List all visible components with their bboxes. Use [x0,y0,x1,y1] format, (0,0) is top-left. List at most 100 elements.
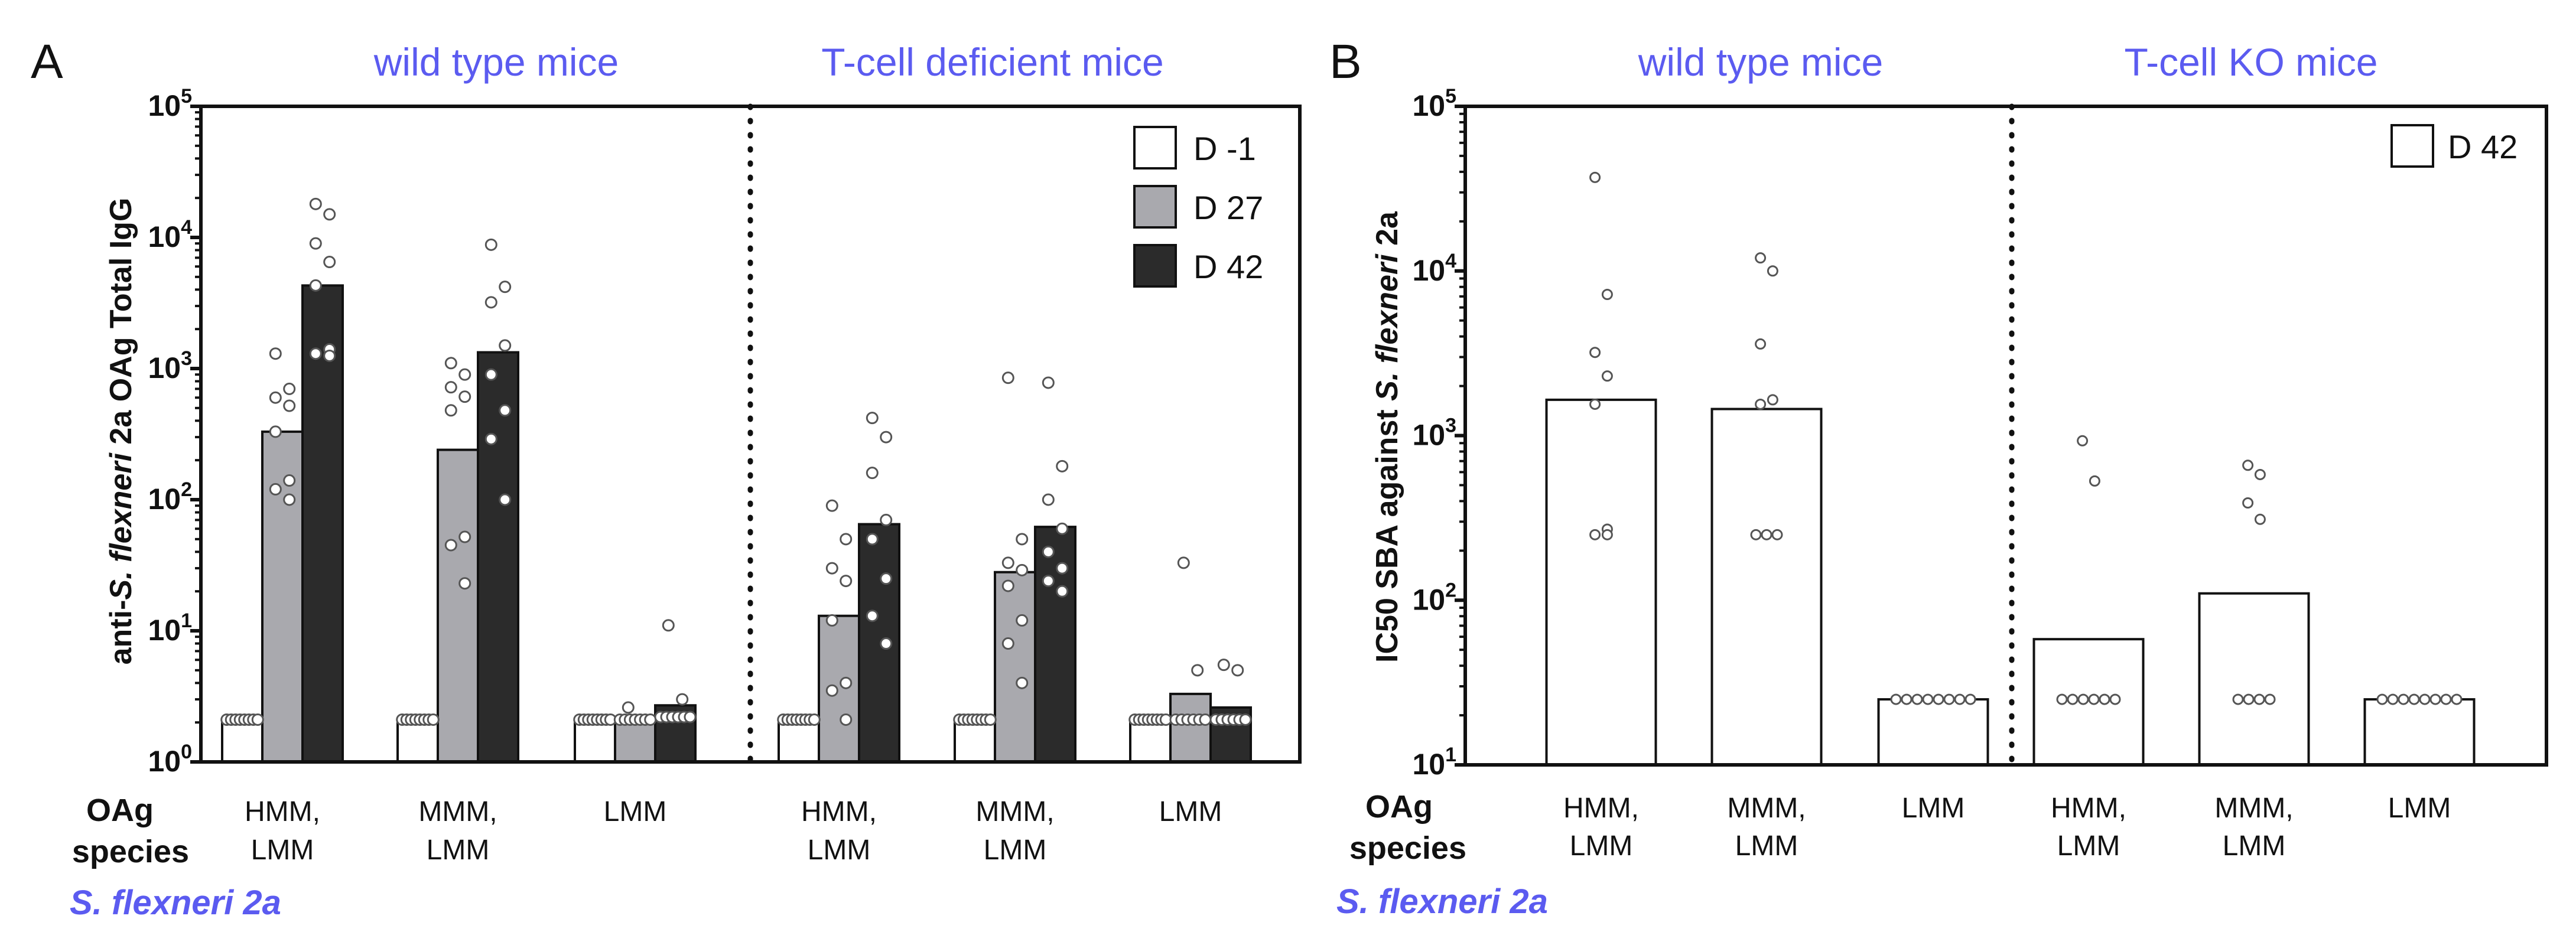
data-point [1042,545,1055,558]
y-tick-exponent: 0 [181,741,192,763]
y-tick-base: 10 [148,483,181,516]
data-point [323,349,336,362]
panel-b-y-axis-label: IC50 SBA against S. flexneri 2a [1370,211,1404,663]
data-point [2419,693,2431,705]
data-point [2264,693,2276,705]
data-point [1042,376,1055,389]
data-point [880,431,893,444]
data-point [880,513,893,526]
panel-a: A wild type mice T-cell deficient mice a… [31,35,1302,922]
panel-b-ylabel-part-1: IC50 SBA against [1370,401,1404,663]
data-point [866,610,879,623]
legend-swatch [1133,126,1177,170]
y-tick-base: 10 [1412,419,1445,452]
category-label-line1: MMM, [975,796,1054,827]
category-label-line2: LMM [427,835,490,866]
y-tick-label: 102 [148,478,192,516]
data-point [444,404,457,417]
panel-a-letter: A [31,35,63,89]
panel-a-species-label: S. flexneri 2a [70,884,281,922]
data-point [1589,171,1601,183]
data-point [825,499,838,512]
bar-d-1-cat3 [574,718,616,763]
data-point [2077,435,2089,447]
category-label-line1: MMM, [418,796,497,827]
data-point [2077,693,2089,705]
data-point [2398,693,2409,705]
bar-d-1-cat6 [1129,718,1172,763]
y-tick-exponent: 4 [1445,250,1456,272]
y-tick-exponent: 1 [181,610,192,632]
data-point [2253,693,2265,705]
data-point [2056,693,2068,705]
bar-d42-cat1 [1545,398,1657,766]
data-point [2232,693,2244,705]
bar-d42-cat6 [2363,698,2476,766]
bar-d42-cat1 [301,284,344,763]
data-point [840,575,853,588]
bar-d-1-cat2 [396,718,439,763]
panel-a-legend: D -1 D 27 D 42 [1133,126,1263,288]
data-point [444,357,457,370]
category-label-line1: LMM [1902,793,1965,824]
y-tick-exponent: 1 [1445,744,1456,766]
category-label-line2: LMM [2057,830,2120,862]
y-tick-label: 105 [148,85,192,122]
y-tick-base: 10 [148,89,181,122]
data-point [283,493,296,506]
bar-d42-cat3 [1877,698,1989,766]
data-point [269,347,282,360]
data-point [499,281,512,294]
data-point [1056,522,1069,535]
data-point [444,539,457,552]
data-point [866,467,879,480]
data-point [1767,265,1778,277]
panel-a-ylabel-part-1: anti- [104,600,138,665]
data-point [2109,693,2121,705]
panel-a-group-title-1: wild type mice [373,40,619,84]
bar-d27-cat2 [437,448,479,763]
bar-d27-cat1 [261,430,304,763]
data-point [2408,693,2420,705]
data-point [1001,556,1014,569]
data-point [1755,252,1767,264]
y-tick-base: 10 [1412,89,1445,122]
y-tick-label: 102 [1412,579,1456,616]
data-point [2089,475,2100,487]
bar-d27-cat5 [994,571,1036,763]
data-point [1056,460,1069,472]
data-point [825,684,838,697]
y-tick-exponent: 5 [181,85,192,107]
y-tick-exponent: 4 [181,216,192,239]
data-point [1042,575,1055,588]
panel-b-species-label: S. flexneri 2a [1336,882,1548,921]
data-point [866,533,879,546]
panel-b-legend: D 42 [2390,124,2518,168]
y-tick-base: 10 [148,745,181,778]
y-tick-label: 100 [148,741,192,778]
data-point [2088,693,2100,705]
legend-label: D 42 [1193,248,1263,285]
data-point [1016,563,1029,576]
data-point [484,432,497,445]
panel-a-bars [221,284,1252,764]
data-point [1001,372,1014,384]
data-point [323,208,336,221]
data-point [1890,693,1902,705]
bar-d27-cat3 [614,718,656,763]
category-label-line1: HMM, [1563,793,1639,824]
y-tick-exponent: 3 [1445,415,1456,437]
legend-label: D 42 [2448,128,2518,165]
data-point [676,693,689,706]
y-tick-label: 105 [1412,85,1456,122]
data-point [1231,664,1244,677]
data-point [1911,693,1923,705]
data-point [499,404,512,417]
data-point [1217,659,1230,672]
bar-d-1-cat4 [778,718,820,763]
data-point [1933,693,1944,705]
data-point [1767,394,1778,406]
data-point [1042,493,1055,506]
panel-a-plot-frame [199,105,1302,764]
